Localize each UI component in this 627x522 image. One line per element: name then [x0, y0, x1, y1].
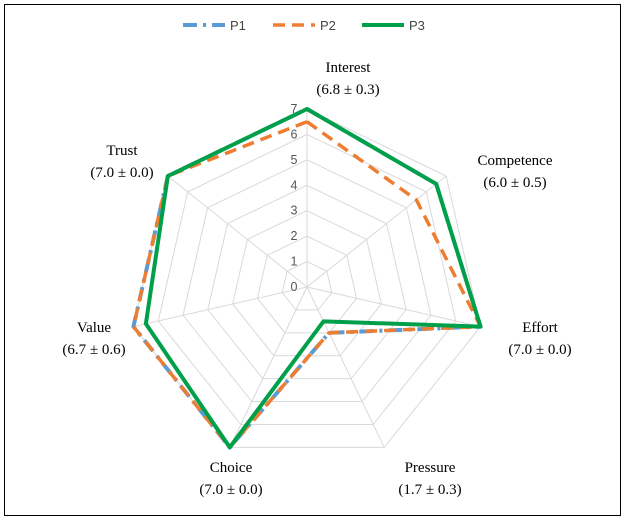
grid-ring-5 — [182, 159, 432, 403]
axis-stat-label: (6.8 ± 0.3) — [316, 82, 379, 98]
grid-spoke — [229, 286, 308, 448]
tick-label: 3 — [291, 204, 298, 218]
tick-label: 4 — [291, 178, 298, 192]
grid-spoke — [133, 286, 308, 328]
axis-label: Interest — [326, 60, 372, 76]
legend-label-p3: P3 — [409, 18, 425, 33]
grid-spoke — [306, 286, 481, 328]
grid-ring-2 — [256, 235, 358, 334]
grid-spoke — [306, 175, 447, 288]
axis-stat-label: (7.0 ± 0.0) — [90, 165, 153, 181]
series-line-p3 — [143, 107, 483, 450]
axis-stat-label: (6.0 ± 0.5) — [483, 175, 546, 191]
chart-frame — [4, 4, 621, 516]
axis-stat-label: (6.7 ± 0.6) — [62, 342, 125, 358]
legend-label-p2: P2 — [320, 18, 336, 33]
tick-label: 2 — [291, 229, 298, 243]
axis-stat-label: (7.0 ± 0.0) — [199, 482, 262, 498]
tick-label: 1 — [291, 255, 298, 269]
legend-label-p1: P1 — [230, 18, 246, 33]
axis-label: Effort — [522, 320, 558, 336]
grid-ring-1 — [281, 261, 333, 311]
axis-label: Pressure — [405, 460, 456, 476]
axis-label: Competence — [478, 153, 553, 169]
tick-label: 0 — [291, 280, 298, 294]
axis-label: Choice — [210, 460, 253, 476]
tick-label: 6 — [291, 127, 298, 141]
grid-ring-6 — [157, 133, 457, 425]
tick-label: 7 — [291, 102, 298, 116]
axis-label: Value — [77, 320, 111, 336]
axis-stat-label: (7.0 ± 0.0) — [508, 342, 571, 358]
grid-ring-4 — [207, 184, 407, 380]
axis-stat-label: (1.7 ± 0.3) — [398, 482, 461, 498]
axis-label: Trust — [106, 143, 138, 159]
tick-label: 5 — [291, 153, 298, 167]
grid-spoke — [167, 175, 308, 288]
grid-spoke — [306, 286, 385, 448]
